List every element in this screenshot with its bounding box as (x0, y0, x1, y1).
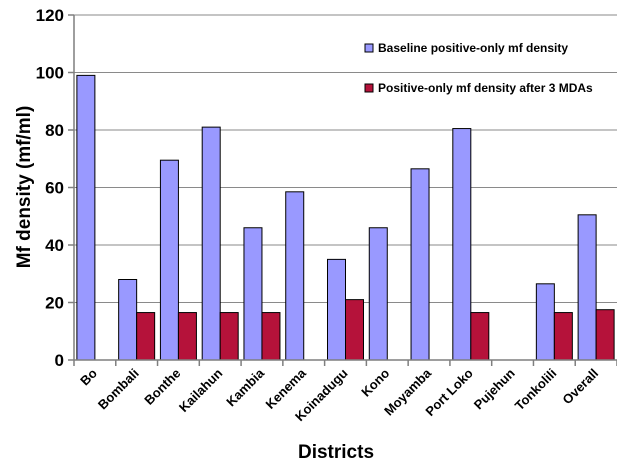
bar-after-mda (595, 309, 615, 361)
bar-after-mda (219, 312, 239, 361)
y-tick-label: 100 (36, 64, 64, 83)
legend-label: Baseline positive-only mf density (378, 41, 568, 55)
x-tick-label: Kambia (223, 365, 267, 409)
bars (76, 74, 615, 361)
y-axis-title: Mf density (mf/ml) (14, 106, 35, 269)
y-tick-labels: 0 20 40 60 80 100 120 (36, 6, 64, 370)
bar-after-mda (345, 299, 364, 361)
bar-baseline (327, 258, 346, 361)
y-tick-label: 40 (45, 236, 64, 255)
legend: Baseline positive-only mf density Positiv… (364, 41, 593, 95)
x-tick-label: Bombali (95, 366, 142, 413)
x-tick-label: Kono (358, 365, 392, 399)
bar-baseline (410, 168, 430, 361)
y-tick-label: 120 (36, 6, 64, 25)
x-tick-label: Bonthe (141, 366, 183, 408)
bar-baseline (368, 227, 388, 361)
bar-baseline (243, 227, 263, 361)
bar-baseline (285, 191, 305, 361)
bar-after-mda (553, 312, 573, 361)
x-tick-label: Overall (559, 366, 601, 408)
bar-baseline (535, 283, 555, 361)
x-tick-label: Kailahun (176, 365, 225, 414)
legend-swatch (364, 43, 374, 53)
bar-baseline (201, 126, 221, 361)
x-tick-label: Pujehun (471, 365, 518, 412)
bar-after-mda (136, 312, 156, 361)
legend-label: Positive-only mf density after 3 MDAs (378, 81, 593, 95)
axes (68, 14, 617, 366)
bar-after-mda (261, 312, 281, 361)
legend-swatch (364, 83, 374, 93)
x-axis-title: Districts (298, 442, 374, 463)
bar-baseline (118, 279, 138, 361)
y-tick-label: 60 (45, 179, 64, 198)
bar-after-mda (177, 312, 197, 361)
bar-baseline (159, 159, 179, 361)
bar-baseline (577, 214, 597, 361)
bar-after-mda (470, 312, 490, 361)
bar-baseline (76, 74, 96, 361)
bar-baseline (452, 128, 472, 361)
x-tick-label: Tonkolili (512, 366, 560, 414)
y-tick-label: 80 (45, 121, 64, 140)
y-tick-label: 0 (55, 351, 64, 370)
x-tick-label: Bo (77, 365, 100, 388)
y-tick-label: 20 (45, 294, 64, 313)
